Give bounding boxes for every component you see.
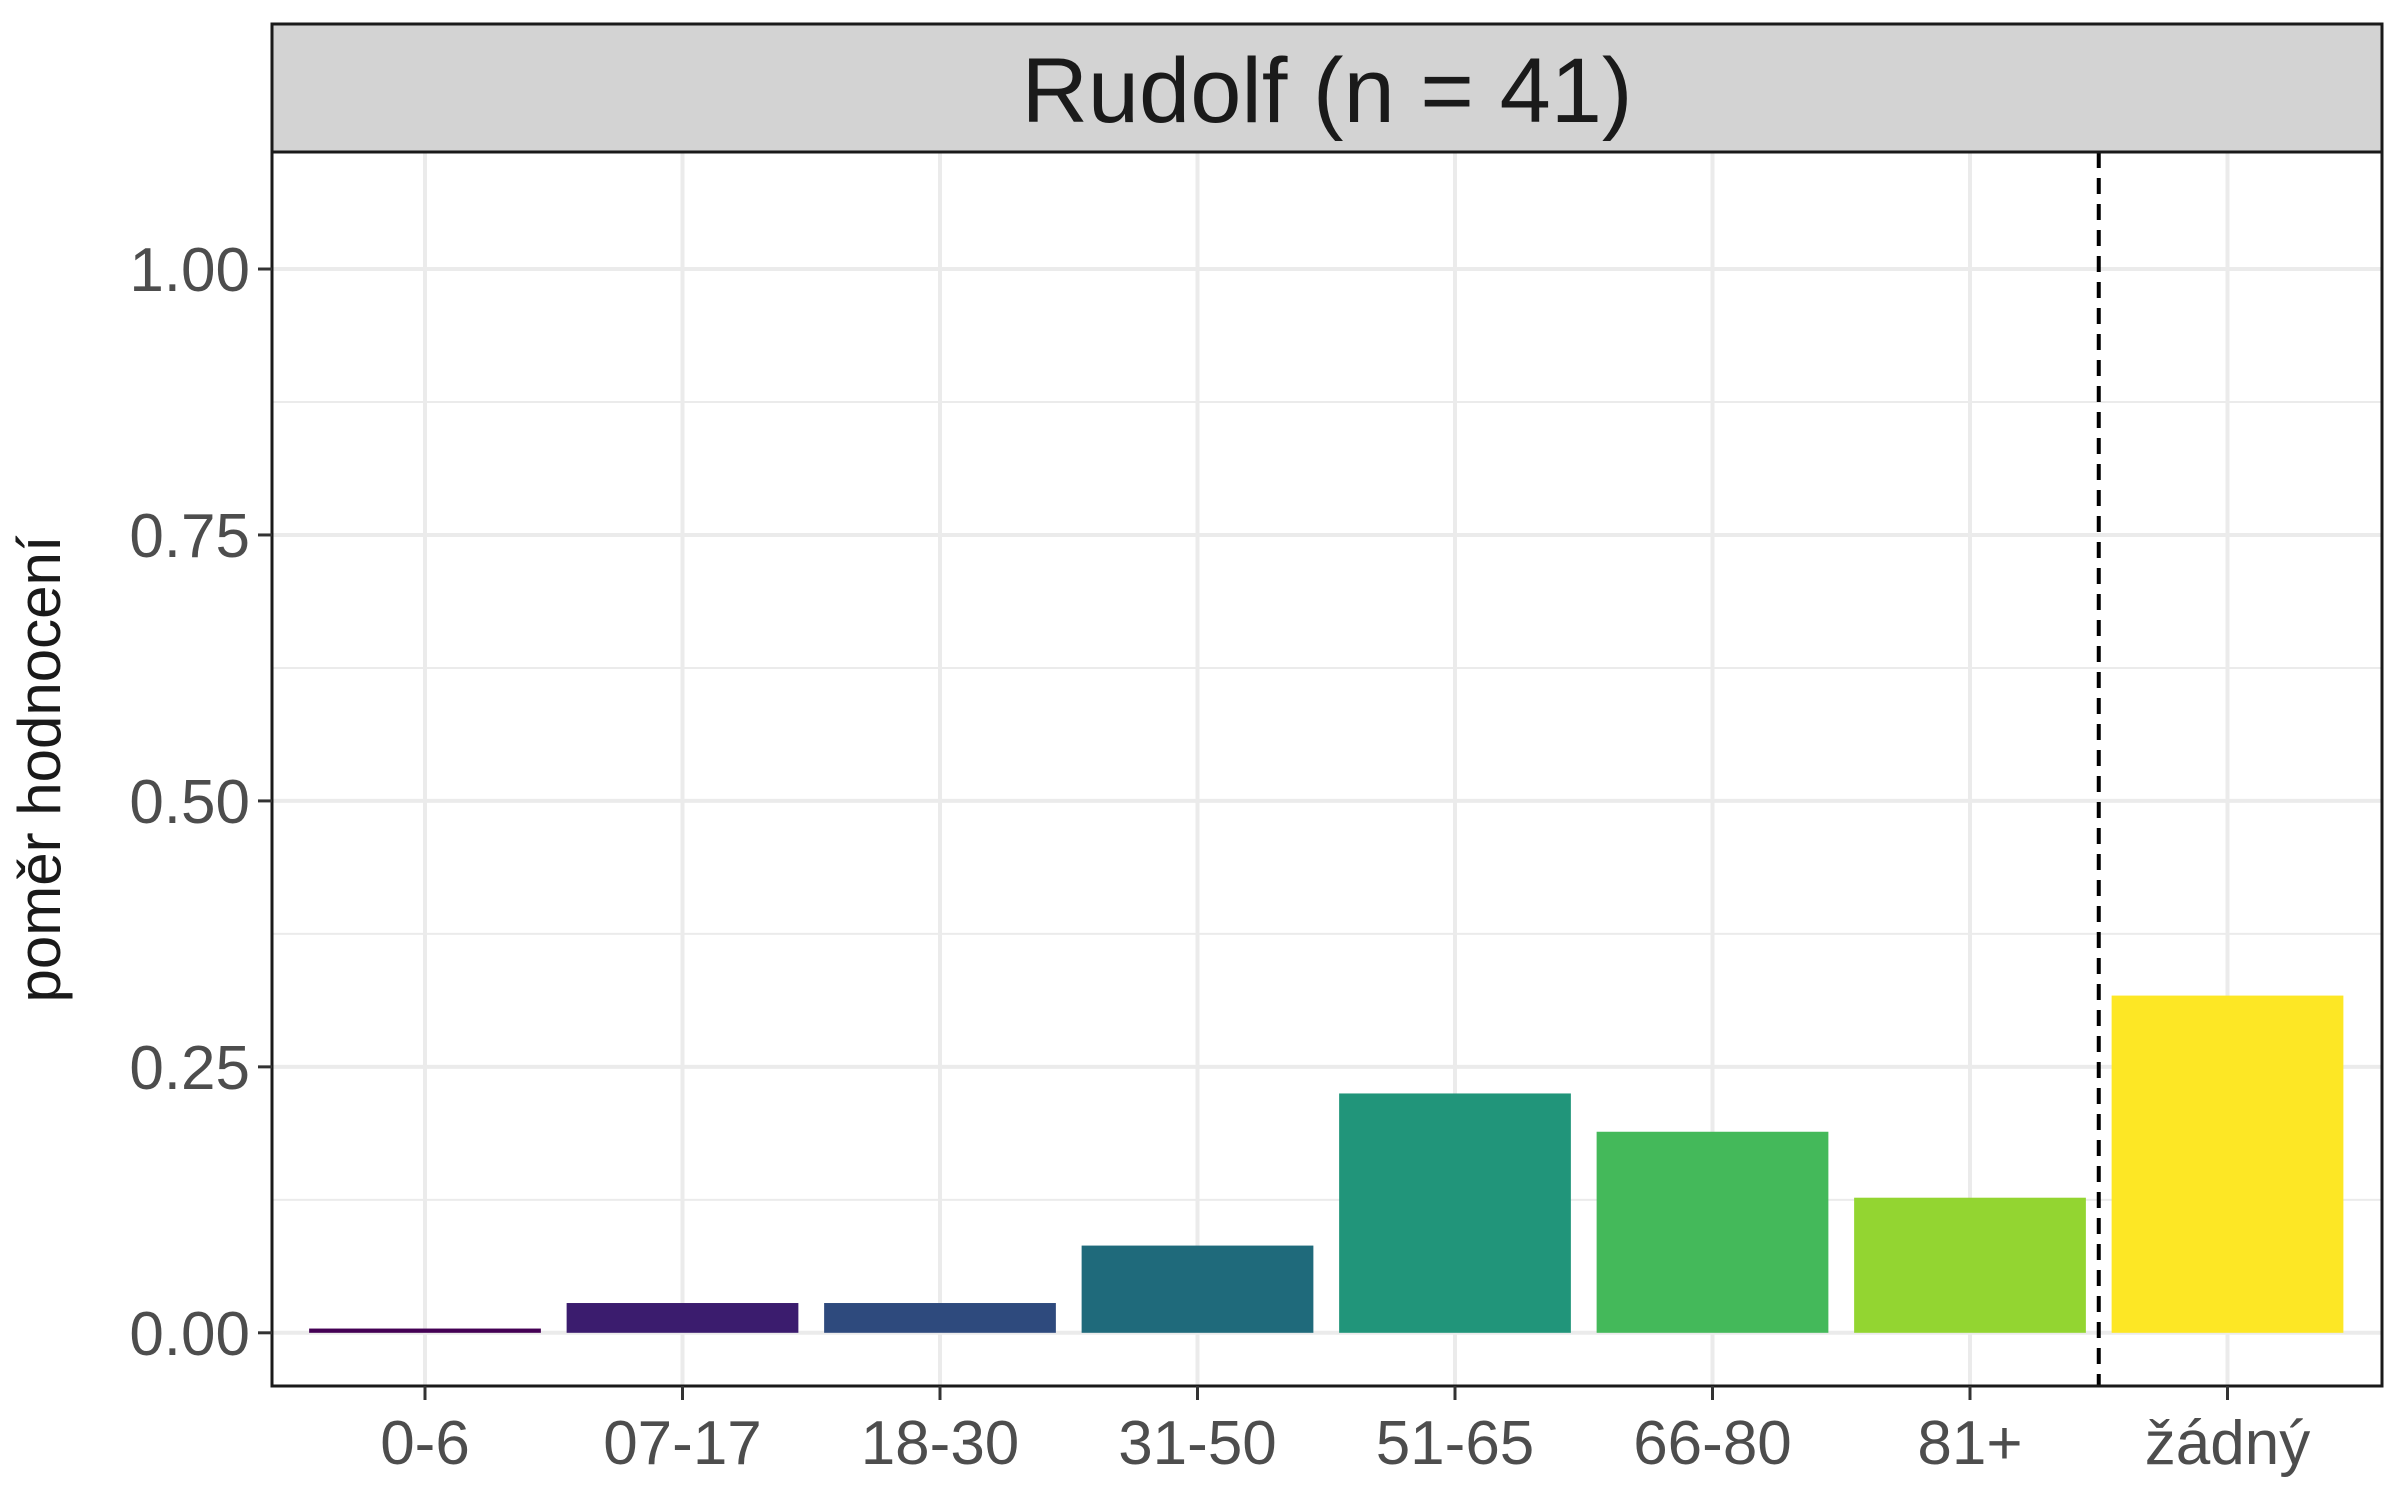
chart-title: Rudolf (n = 41) — [1021, 40, 1632, 142]
y-tick-label: 0.75 — [129, 502, 250, 571]
bar-51-65 — [1339, 1093, 1571, 1333]
bar-žádný — [2111, 995, 2344, 1333]
x-tick-label: 66-80 — [1633, 1409, 1792, 1478]
x-tick-label: 07-17 — [603, 1409, 762, 1478]
strip-background — [270, 22, 2384, 154]
panel-border — [270, 150, 2384, 1388]
x-tick-label: 0-6 — [380, 1409, 470, 1478]
panel-background — [272, 152, 2382, 1386]
y-tick-label: 1.00 — [129, 236, 250, 305]
x-tick-label: 51-65 — [1376, 1409, 1535, 1478]
bar-66-80 — [1596, 1131, 1829, 1333]
bar-07-17 — [566, 1303, 799, 1333]
y-axis-title: poměr hodnocení — [6, 535, 73, 1002]
grid — [272, 152, 2382, 1386]
y-tick-label: 0.00 — [129, 1300, 250, 1369]
x-tick-label: 18-30 — [861, 1409, 1020, 1478]
y-tick-label: 0.50 — [129, 768, 250, 837]
bar-18-30 — [824, 1303, 1056, 1333]
axes: 0.00 0.25 0.50 0.75 1.00 0-6 07-17 18-30 31-50 51… — [129, 236, 2310, 1478]
x-tick-label: 81+ — [1917, 1409, 2022, 1478]
bar-81+ — [1854, 1197, 2086, 1333]
y-tick-label: 0.25 — [129, 1034, 250, 1103]
x-tick-label: 31-50 — [1118, 1409, 1277, 1478]
bar-31-50 — [1081, 1245, 1314, 1333]
x-tick-label: žádný — [2145, 1409, 2310, 1478]
bar-0-6 — [309, 1328, 541, 1333]
bars — [309, 995, 2344, 1333]
